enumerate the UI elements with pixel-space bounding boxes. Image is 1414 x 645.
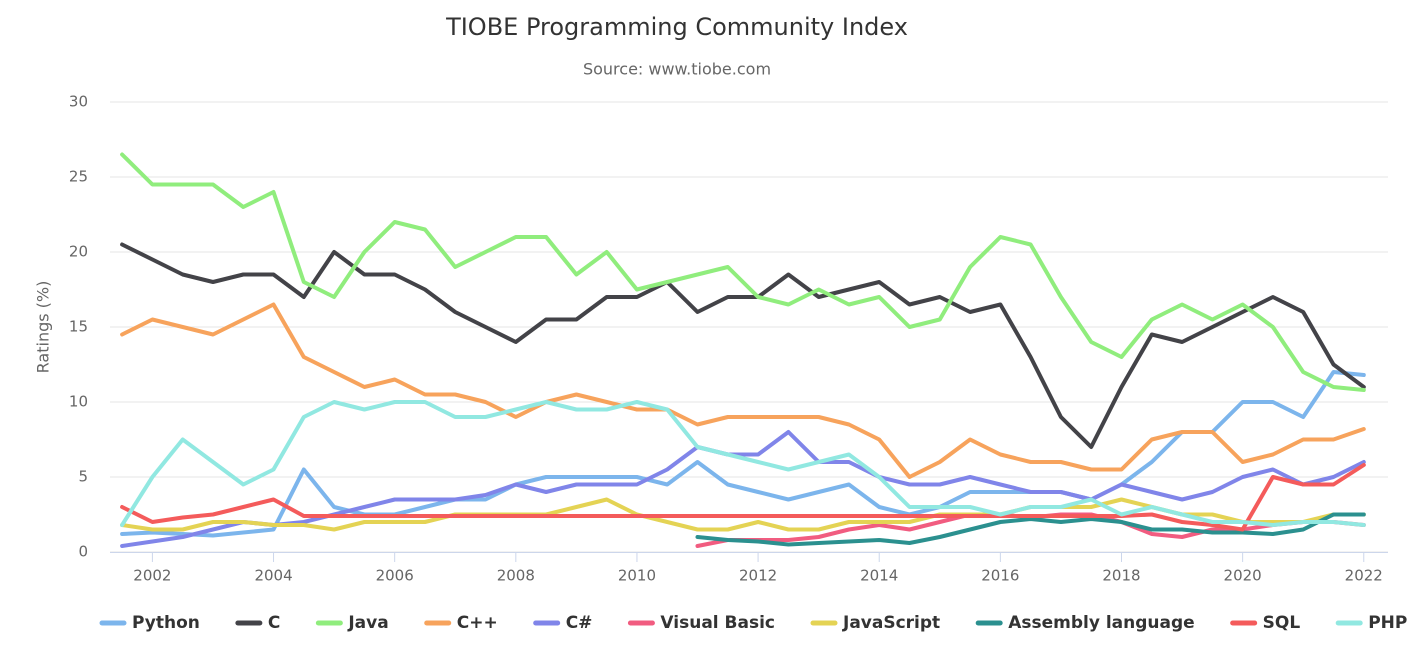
x-tick-label: 2012	[739, 567, 777, 585]
y-tick-label: 10	[69, 393, 88, 411]
legend-label: C++	[457, 613, 498, 633]
x-tick-label: 2022	[1345, 567, 1383, 585]
x-tick-label: 2016	[981, 567, 1019, 585]
y-tick-label: 25	[69, 168, 88, 186]
y-tick-label: 5	[78, 468, 88, 486]
x-tick-label: 2010	[618, 567, 656, 585]
legend-label: JavaScript	[842, 613, 940, 633]
y-axis-label: Ratings (%)	[34, 281, 53, 374]
legend-label: C	[268, 613, 280, 633]
series-line	[120, 463, 1366, 532]
y-tick-label: 0	[78, 543, 88, 561]
x-tick-label: 2004	[254, 567, 292, 585]
x-tick-label: 2002	[133, 567, 171, 585]
y-tick-label: 30	[69, 93, 88, 111]
series-line	[120, 152, 1366, 392]
legend-label: C#	[566, 613, 593, 633]
y-tick-label: 20	[69, 243, 88, 261]
chart-subtitle: Source: www.tiobe.com	[583, 60, 771, 79]
y-tick-label: 15	[69, 318, 88, 336]
chart-title: TIOBE Programming Community Index	[445, 13, 908, 41]
x-tick-label: 2006	[376, 567, 414, 585]
series-line	[120, 400, 1366, 527]
legend-label: Python	[132, 613, 200, 633]
series-line	[120, 370, 1366, 538]
x-tick-label: 2008	[497, 567, 535, 585]
series-line	[120, 242, 1366, 449]
series-line	[695, 512, 1366, 547]
x-tick-label: 2020	[1224, 567, 1262, 585]
legend-label: Java	[347, 613, 388, 633]
series-line	[120, 302, 1366, 479]
legend-label: Assembly language	[1008, 613, 1194, 633]
legend-label: Visual Basic	[660, 613, 775, 633]
x-tick-label: 2014	[860, 567, 898, 585]
legend-label: SQL	[1263, 613, 1301, 633]
legend-label: PHP	[1368, 613, 1407, 633]
x-tick-label: 2018	[1102, 567, 1140, 585]
